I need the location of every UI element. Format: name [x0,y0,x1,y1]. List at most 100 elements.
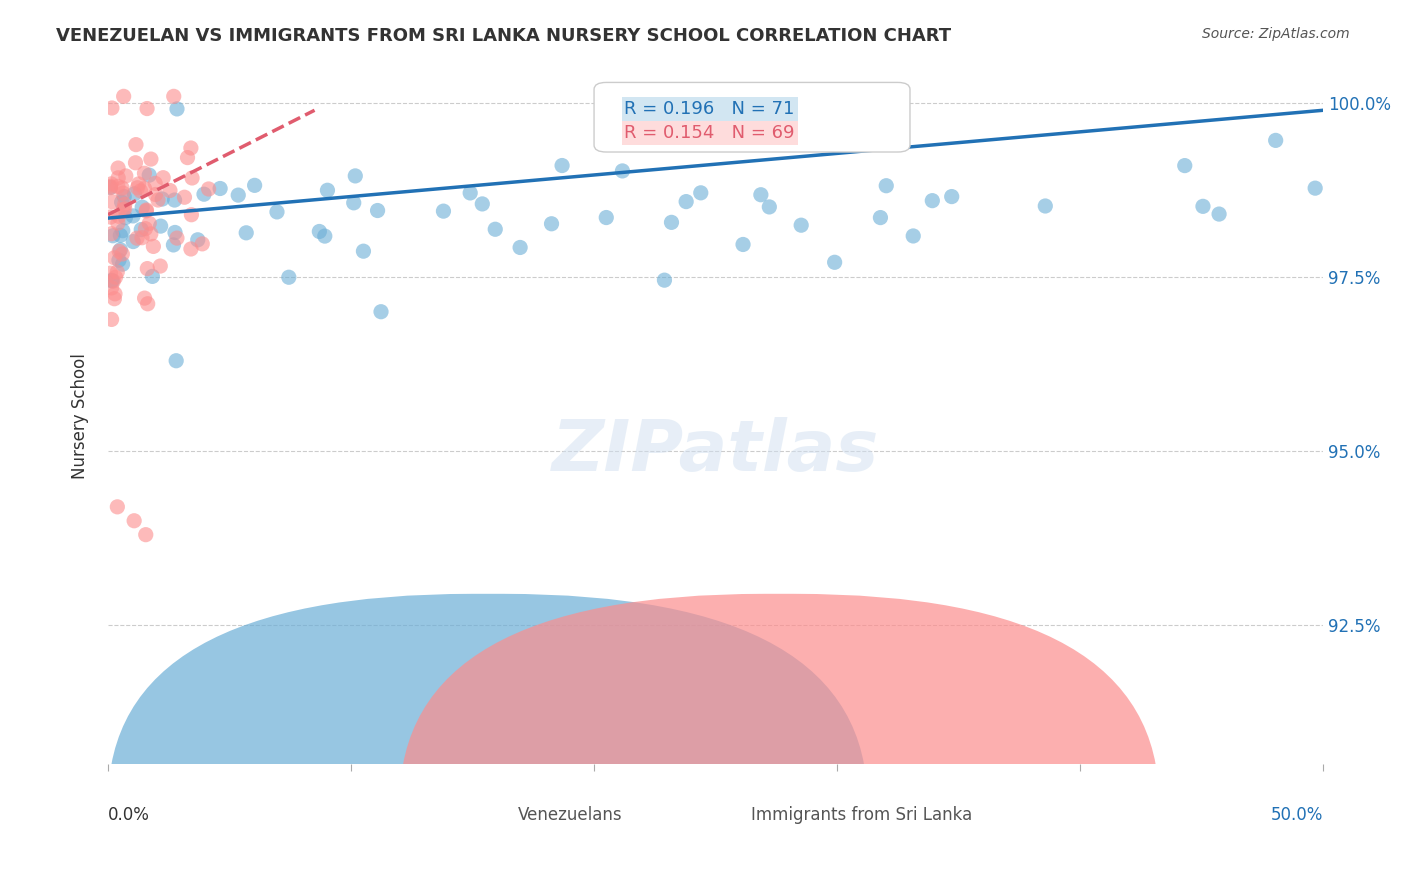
Text: Venezuelans: Venezuelans [517,806,621,824]
Venezuelans [162,238,184,252]
Venezuelans [193,187,215,202]
Venezuelans [875,178,897,193]
Immigrants from Sri Lanka [114,197,136,211]
Text: 50.0%: 50.0% [1271,806,1323,824]
Immigrants from Sri Lanka [173,190,195,204]
Immigrants from Sri Lanka [105,265,128,279]
Immigrants from Sri Lanka [103,274,125,288]
Immigrants from Sri Lanka [129,184,152,198]
Immigrants from Sri Lanka [100,180,122,194]
Venezuelans [163,226,186,240]
Venezuelans [1192,199,1215,213]
Immigrants from Sri Lanka [100,177,122,191]
Immigrants from Sri Lanka [197,182,219,196]
Venezuelans [661,215,683,229]
Venezuelans [903,229,925,244]
Immigrants from Sri Lanka [134,221,156,235]
Immigrants from Sri Lanka [149,259,172,273]
Immigrants from Sri Lanka [176,151,198,165]
Text: VENEZUELAN VS IMMIGRANTS FROM SRI LANKA NURSERY SCHOOL CORRELATION CHART: VENEZUELAN VS IMMIGRANTS FROM SRI LANKA … [56,27,952,45]
Immigrants from Sri Lanka [105,500,128,514]
Venezuelans [122,235,145,249]
Immigrants from Sri Lanka [107,179,129,194]
Immigrants from Sri Lanka [180,208,202,222]
Venezuelans [235,226,257,240]
Venezuelans [138,168,160,182]
Immigrants from Sri Lanka [159,184,181,198]
Venezuelans [458,186,481,200]
Venezuelans [163,193,186,207]
Immigrants from Sri Lanka [125,231,148,245]
Venezuelans [595,211,617,225]
Immigrants from Sri Lanka [111,247,134,261]
Venezuelans [131,200,153,214]
Immigrants from Sri Lanka [112,202,135,217]
Immigrants from Sri Lanka [146,193,169,207]
Venezuelans [540,217,562,231]
Venezuelans [141,269,163,284]
Immigrants from Sri Lanka [166,231,188,245]
Venezuelans [1303,181,1326,195]
Venezuelans [112,189,135,203]
Venezuelans [1174,159,1197,173]
Immigrants from Sri Lanka [112,186,135,201]
Y-axis label: Nursery School: Nursery School [72,353,89,479]
Text: Source: ZipAtlas.com: Source: ZipAtlas.com [1202,27,1350,41]
Venezuelans [790,218,813,232]
Immigrants from Sri Lanka [101,101,124,115]
Venezuelans [266,205,288,219]
Immigrants from Sri Lanka [180,141,202,155]
Immigrants from Sri Lanka [101,194,124,209]
Text: Immigrants from Sri Lanka: Immigrants from Sri Lanka [751,806,972,824]
Venezuelans [1208,207,1230,221]
Immigrants from Sri Lanka [111,181,134,195]
Venezuelans [111,224,134,238]
Immigrants from Sri Lanka [104,286,127,301]
Venezuelans [122,209,145,223]
Venezuelans [471,197,494,211]
Immigrants from Sri Lanka [100,312,122,326]
Venezuelans [484,222,506,236]
Immigrants from Sri Lanka [103,292,125,306]
Immigrants from Sri Lanka [114,169,136,183]
Immigrants from Sri Lanka [135,203,157,218]
Venezuelans [1264,133,1286,147]
Venezuelans [226,188,249,202]
Immigrants from Sri Lanka [100,281,122,295]
Venezuelans [209,181,232,195]
Venezuelans [731,237,754,252]
Venezuelans [111,257,134,271]
Immigrants from Sri Lanka [135,202,157,217]
Immigrants from Sri Lanka [134,166,156,180]
Immigrants from Sri Lanka [134,181,156,195]
Immigrants from Sri Lanka [128,177,150,191]
FancyBboxPatch shape [108,594,868,892]
Immigrants from Sri Lanka [163,89,186,103]
Venezuelans [370,304,392,318]
Immigrants from Sri Lanka [107,170,129,185]
Immigrants from Sri Lanka [142,239,165,253]
Venezuelans [129,222,152,236]
Text: ZIPatlas: ZIPatlas [553,417,879,485]
Venezuelans [367,203,389,218]
Venezuelans [111,195,134,210]
Venezuelans [124,186,146,201]
Venezuelans [149,219,172,233]
Venezuelans [187,233,209,247]
Venezuelans [689,186,711,200]
Immigrants from Sri Lanka [122,514,145,528]
Venezuelans [150,192,173,206]
Immigrants from Sri Lanka [124,155,146,169]
Immigrants from Sri Lanka [114,202,136,216]
Venezuelans [108,253,131,268]
Venezuelans [243,178,266,193]
Immigrants from Sri Lanka [127,180,149,194]
Venezuelans [432,204,454,219]
Immigrants from Sri Lanka [134,291,156,305]
Immigrants from Sri Lanka [108,244,131,259]
Venezuelans [343,195,366,210]
Immigrants from Sri Lanka [181,171,204,186]
Venezuelans [941,189,963,203]
Venezuelans [749,187,772,202]
Venezuelans [101,274,124,288]
